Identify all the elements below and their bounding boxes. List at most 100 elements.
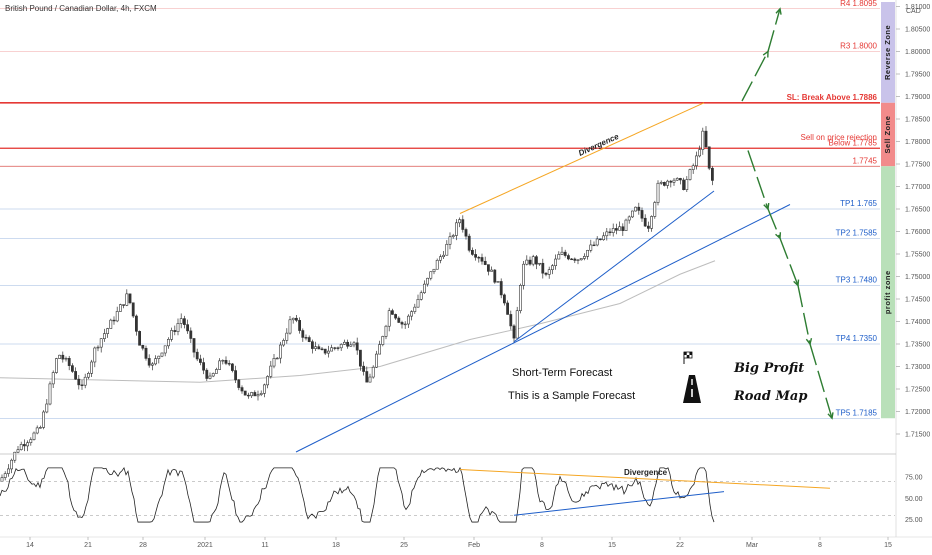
- candle-body: [285, 332, 289, 341]
- candle-body: [342, 341, 346, 345]
- candle-body: [634, 206, 638, 212]
- zone-band: [881, 2, 895, 103]
- candle-body: [96, 346, 100, 349]
- candle-body: [224, 360, 228, 364]
- time-tick-label: 15: [608, 542, 616, 549]
- price-tick-label: 1.79000: [905, 94, 930, 101]
- candle-body: [454, 222, 458, 236]
- candle-body: [358, 349, 362, 367]
- candle-body: [112, 319, 116, 322]
- candle-body: [675, 178, 679, 181]
- candle-body: [618, 226, 622, 231]
- candle-body: [349, 344, 353, 347]
- candle-body: [125, 293, 129, 306]
- candle-body: [64, 358, 68, 360]
- candle-body: [256, 394, 260, 397]
- candle-body: [442, 254, 446, 258]
- candle-body: [534, 256, 538, 265]
- forecast-down-segment: [809, 343, 833, 419]
- zone-band: [881, 166, 895, 419]
- price-tick-label: 1.80500: [905, 27, 930, 34]
- candle-body: [278, 344, 282, 359]
- candle-body: [355, 342, 359, 351]
- candle-body: [621, 226, 625, 231]
- candle-body: [109, 319, 113, 329]
- forecast-down-segment: [797, 285, 811, 345]
- candle-body: [643, 217, 647, 227]
- candle-body: [416, 299, 420, 308]
- candle-body: [13, 451, 17, 461]
- price-tick-label: 1.80000: [905, 49, 930, 56]
- candle-body: [490, 269, 494, 272]
- level-label: R4 1.8095: [840, 0, 877, 8]
- candle-body: [7, 468, 10, 474]
- price-tick-label: 1.75500: [905, 252, 930, 259]
- candle-body: [262, 384, 266, 394]
- candle-body: [90, 361, 94, 374]
- candle-body: [154, 358, 158, 365]
- candle-body: [42, 411, 46, 428]
- candle-body: [54, 358, 58, 373]
- candle-body: [32, 432, 36, 440]
- candle-body: [515, 310, 519, 339]
- candle-body: [304, 337, 308, 339]
- price-tick-label: 1.77500: [905, 162, 930, 169]
- candle-body: [403, 323, 407, 326]
- candle-body: [640, 210, 644, 219]
- level-label: R3 1.8000: [840, 42, 877, 51]
- candle-body: [106, 328, 110, 334]
- candle-body: [173, 330, 177, 332]
- price-tick-label: 1.72500: [905, 387, 930, 394]
- candle-body: [387, 310, 391, 327]
- candle-body: [0, 477, 4, 482]
- candle-body: [282, 340, 286, 346]
- candle-body: [560, 251, 564, 255]
- candle-body: [323, 348, 327, 354]
- candle-body: [586, 250, 590, 257]
- candle-body: [554, 258, 558, 267]
- indicator-divergence-label: Divergence: [624, 468, 668, 477]
- candle-body: [694, 155, 698, 167]
- candle-body: [240, 387, 244, 392]
- time-tick-label: 18: [332, 542, 340, 549]
- candle-body: [518, 285, 522, 312]
- candle-body: [288, 319, 292, 334]
- candle-body: [51, 372, 55, 385]
- level-label: TP3 1.7480: [836, 276, 878, 285]
- candle-body: [566, 255, 570, 260]
- zone-label: Reverse Zone: [883, 25, 892, 80]
- candle-body: [614, 228, 618, 231]
- candle-body: [458, 219, 462, 224]
- candle-body: [477, 256, 481, 259]
- candle-body: [573, 258, 577, 261]
- price-axis-bg: [896, 0, 932, 550]
- candle-body: [368, 376, 372, 383]
- candle-body: [525, 259, 529, 265]
- forecast-up-segment: [767, 8, 781, 52]
- candle-body: [496, 281, 500, 283]
- candle-body: [320, 348, 324, 350]
- forecast-down-arrowhead: [827, 412, 834, 420]
- forecast-down-segment: [767, 208, 781, 239]
- candle-body: [499, 281, 503, 296]
- candle-body: [346, 341, 350, 347]
- forecast-up-arrowhead: [775, 7, 782, 15]
- indicator-support-line: [513, 491, 725, 516]
- candle-body: [122, 304, 126, 306]
- candle-body: [627, 216, 631, 221]
- price-tick-label: 1.74000: [905, 319, 930, 326]
- level-label: Sell on price rejection: [801, 133, 877, 142]
- short-term-forecast-label: Short-Term Forecast: [512, 367, 612, 379]
- candle-body: [141, 344, 145, 349]
- currency-label: CAD: [906, 8, 921, 15]
- candle-body: [103, 333, 106, 339]
- candle-body: [259, 393, 263, 395]
- candle-body: [605, 231, 609, 237]
- candle-body: [48, 383, 52, 405]
- big-profit-label: Big Profit: [733, 361, 804, 376]
- level-label: TP4 1.7350: [836, 334, 878, 343]
- candle-body: [666, 180, 670, 186]
- oscillator-line: [0, 466, 715, 523]
- forecast-down-segment: [747, 150, 769, 210]
